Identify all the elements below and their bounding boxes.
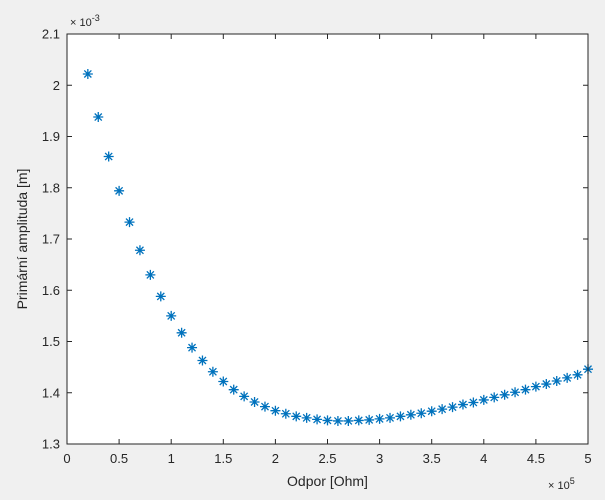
y-tick-label: 1.5 [42, 334, 60, 349]
data-point [124, 217, 135, 228]
data-point [426, 406, 437, 417]
x-axis-ticks: 0 0.5 1 1.5 2 2.5 3 3.5 4 4.5 5 [63, 34, 592, 466]
data-point [270, 405, 281, 416]
data-point [197, 355, 208, 366]
y-tick-label: 2 [53, 78, 60, 93]
data-point [228, 384, 239, 395]
data-point [520, 384, 531, 395]
data-point [468, 397, 479, 408]
y-tick-label: 1.4 [42, 385, 60, 400]
data-markers [82, 68, 593, 426]
data-point [301, 412, 312, 423]
data-point [187, 342, 198, 353]
data-point [291, 411, 302, 422]
data-point [478, 394, 489, 405]
y-tick-label: 2.1 [42, 27, 60, 42]
y-axis-ticks: 1.3 1.4 1.5 1.6 1.7 1.8 1.9 2 2.1 [42, 27, 588, 452]
y-tick-label: 1.9 [42, 129, 60, 144]
data-point [322, 415, 333, 426]
data-point [447, 402, 458, 413]
data-point [312, 414, 323, 425]
x-tick-label: 3.5 [423, 451, 441, 466]
x-tick-label: 1.5 [214, 451, 232, 466]
data-point [166, 310, 177, 321]
data-point [572, 369, 583, 380]
data-point [82, 68, 93, 79]
data-point [437, 404, 448, 415]
data-point [499, 389, 510, 400]
data-point [457, 399, 468, 410]
data-point [134, 245, 145, 256]
y-exponent-power: -3 [92, 13, 100, 23]
data-point [103, 151, 114, 162]
y-tick-label: 1.3 [42, 437, 60, 452]
data-point [562, 372, 573, 383]
y-axis-label: Primární amplituda [m] [14, 169, 30, 310]
x-tick-label: 4 [480, 451, 487, 466]
x-tick-label: 0.5 [110, 451, 128, 466]
x-tick-label: 5 [584, 451, 591, 466]
y-exponent-base: × 10 [70, 17, 92, 29]
data-point [145, 269, 156, 280]
y-tick-label: 1.7 [42, 232, 60, 247]
data-point [280, 408, 291, 419]
data-point [353, 415, 364, 426]
y-tick-label: 1.8 [42, 180, 60, 195]
x-axis-label: Odpor [Ohm] [287, 473, 368, 489]
data-point [249, 396, 260, 407]
data-point [395, 411, 406, 422]
data-point [343, 415, 354, 426]
data-point [239, 391, 250, 402]
data-point [405, 409, 416, 420]
x-tick-label: 0 [63, 451, 70, 466]
x-exponent-power: 5 [570, 476, 575, 486]
data-point [218, 376, 229, 387]
data-point [176, 327, 187, 338]
data-point [114, 185, 125, 196]
data-point [364, 414, 375, 425]
plot-area [67, 34, 588, 444]
x-tick-label: 4.5 [527, 451, 545, 466]
y-exponent-label: × 10-3 [70, 13, 100, 29]
x-tick-label: 3 [376, 451, 383, 466]
data-point [332, 415, 343, 426]
data-point [93, 112, 104, 123]
y-tick-label: 1.6 [42, 283, 60, 298]
x-tick-label: 2 [272, 451, 279, 466]
data-point [551, 375, 562, 386]
data-point [510, 387, 521, 398]
x-exponent-label: × 105 [548, 476, 575, 492]
data-point [385, 412, 396, 423]
data-point [155, 291, 166, 302]
data-point [374, 413, 385, 424]
data-point [207, 366, 218, 377]
x-tick-label: 1 [168, 451, 175, 466]
data-point [541, 379, 552, 390]
x-exponent-base: × 10 [548, 480, 570, 492]
data-point [530, 381, 541, 392]
data-point [489, 392, 500, 403]
x-tick-label: 2.5 [318, 451, 336, 466]
data-point [416, 408, 427, 419]
data-point [259, 401, 270, 412]
